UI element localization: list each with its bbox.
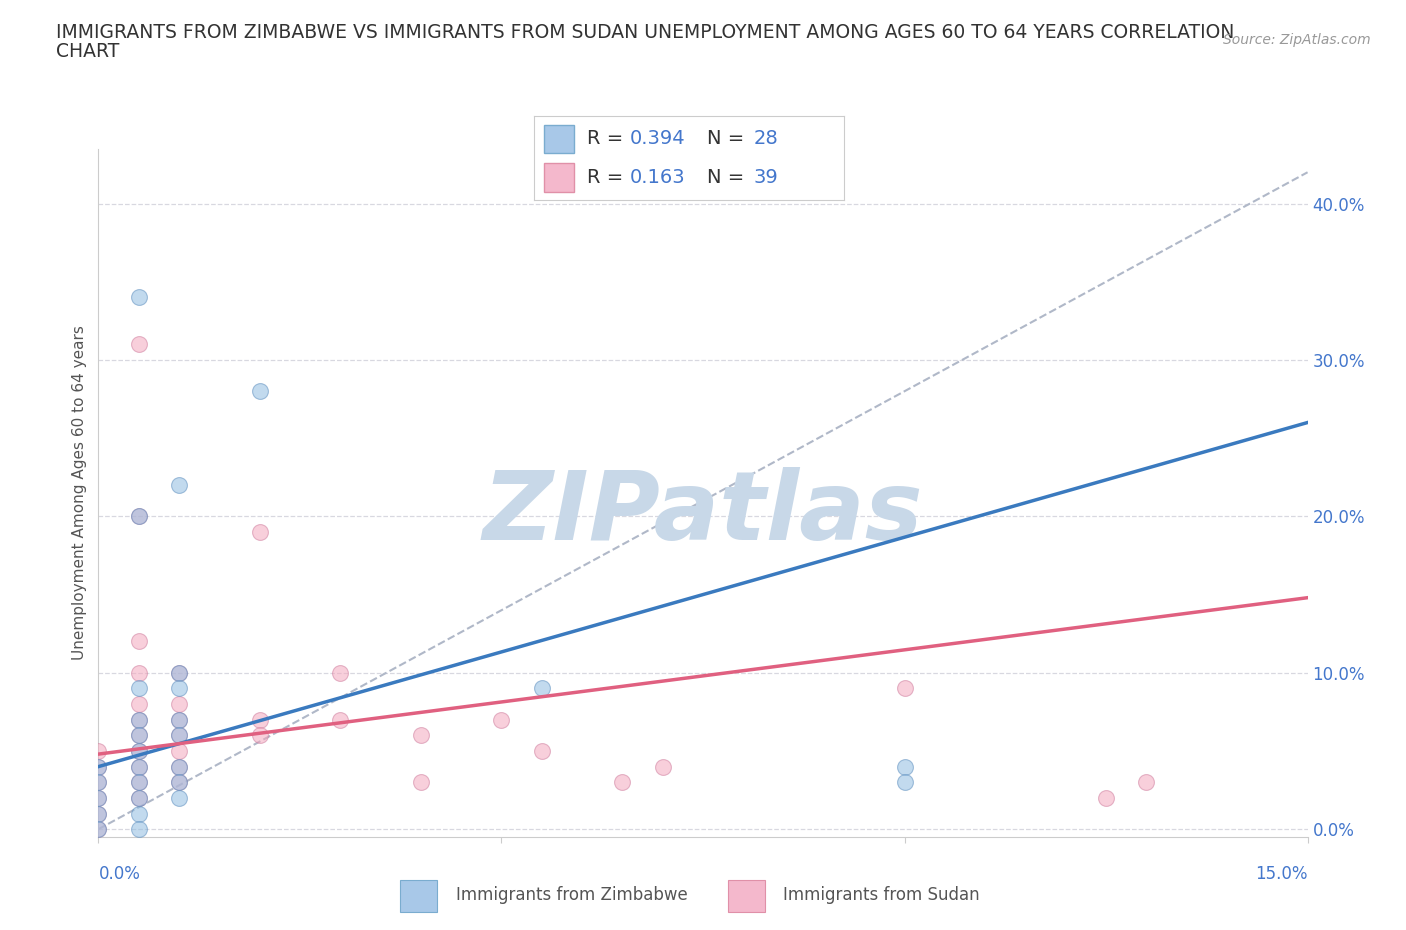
Point — [651, 759, 673, 774]
Point — [128, 634, 150, 649]
Point — [167, 712, 190, 727]
Point — [491, 712, 513, 727]
Point — [167, 478, 190, 493]
Text: 28: 28 — [754, 129, 779, 149]
Point — [1135, 775, 1157, 790]
Point — [87, 822, 110, 837]
Point — [128, 290, 150, 305]
Point — [87, 790, 110, 805]
Text: N =: N = — [707, 167, 751, 187]
Point — [128, 665, 150, 680]
Text: CHART: CHART — [56, 42, 120, 60]
Text: R =: R = — [586, 129, 630, 149]
Point — [167, 665, 190, 680]
Point — [87, 775, 110, 790]
Point — [167, 665, 190, 680]
Point — [87, 759, 110, 774]
Point — [87, 806, 110, 821]
Point — [128, 790, 150, 805]
Point — [893, 681, 915, 696]
Point — [530, 744, 553, 759]
Point — [87, 822, 110, 837]
Text: Immigrants from Sudan: Immigrants from Sudan — [783, 886, 980, 904]
Point — [1095, 790, 1118, 805]
Text: Immigrants from Zimbabwe: Immigrants from Zimbabwe — [456, 886, 688, 904]
Point — [128, 728, 150, 743]
Point — [893, 759, 915, 774]
Point — [167, 712, 190, 727]
Point — [530, 681, 553, 696]
Point — [87, 759, 110, 774]
Point — [167, 728, 190, 743]
Point — [128, 775, 150, 790]
Text: 39: 39 — [754, 167, 779, 187]
Point — [128, 697, 150, 711]
Point — [128, 790, 150, 805]
Point — [128, 509, 150, 524]
Point — [167, 744, 190, 759]
Point — [893, 775, 915, 790]
Point — [329, 665, 352, 680]
Point — [329, 712, 352, 727]
Point — [128, 744, 150, 759]
Point — [87, 775, 110, 790]
Point — [87, 744, 110, 759]
Point — [249, 728, 271, 743]
Point — [128, 759, 150, 774]
Text: N =: N = — [707, 129, 751, 149]
Point — [87, 790, 110, 805]
Point — [249, 384, 271, 399]
Point — [128, 775, 150, 790]
Point — [167, 775, 190, 790]
Text: 0.163: 0.163 — [630, 167, 686, 187]
Point — [128, 681, 150, 696]
Point — [128, 509, 150, 524]
Text: ZIPatlas: ZIPatlas — [482, 467, 924, 560]
Text: 0.0%: 0.0% — [98, 865, 141, 884]
Y-axis label: Unemployment Among Ages 60 to 64 years: Unemployment Among Ages 60 to 64 years — [72, 326, 87, 660]
Point — [128, 744, 150, 759]
Point — [167, 759, 190, 774]
FancyBboxPatch shape — [544, 163, 575, 192]
Point — [167, 775, 190, 790]
Point — [167, 697, 190, 711]
Text: R =: R = — [586, 167, 630, 187]
Point — [128, 822, 150, 837]
Point — [167, 681, 190, 696]
Point — [167, 790, 190, 805]
Point — [249, 525, 271, 539]
Text: Source: ZipAtlas.com: Source: ZipAtlas.com — [1223, 33, 1371, 46]
FancyBboxPatch shape — [544, 125, 575, 153]
Text: 0.394: 0.394 — [630, 129, 686, 149]
FancyBboxPatch shape — [728, 881, 765, 911]
Point — [128, 759, 150, 774]
Point — [128, 806, 150, 821]
Text: 15.0%: 15.0% — [1256, 865, 1308, 884]
Point — [167, 728, 190, 743]
Point — [128, 712, 150, 727]
Point — [249, 712, 271, 727]
Point — [409, 775, 432, 790]
FancyBboxPatch shape — [399, 881, 437, 911]
Point — [128, 712, 150, 727]
Point — [87, 806, 110, 821]
Point — [128, 728, 150, 743]
Point — [128, 337, 150, 352]
Point — [167, 759, 190, 774]
Text: IMMIGRANTS FROM ZIMBABWE VS IMMIGRANTS FROM SUDAN UNEMPLOYMENT AMONG AGES 60 TO : IMMIGRANTS FROM ZIMBABWE VS IMMIGRANTS F… — [56, 23, 1234, 42]
Point — [612, 775, 634, 790]
Point — [409, 728, 432, 743]
